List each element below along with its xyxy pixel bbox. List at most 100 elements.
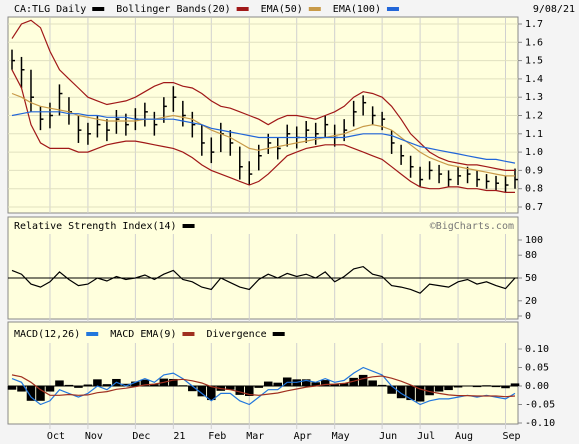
y-tick-label: 100 [525,235,543,246]
divergence-bar [377,384,387,386]
y-tick-label: 1.6 [525,37,543,48]
divergence-bar [358,374,368,386]
bollinger-lower [11,69,515,193]
bollinger-upper [11,19,515,171]
divergence-bar [169,378,178,386]
series-line [11,374,516,398]
legend-swatch [272,332,285,336]
divergence-bar [396,386,406,399]
divergence-bar [83,384,93,386]
legend-swatch [182,332,195,336]
rsi-panel [7,216,519,320]
divergence-bar [55,380,64,386]
divergence-bar [131,381,140,386]
divergence-bar [482,385,491,386]
x-tick-label: Dec [132,431,150,442]
series-line [11,111,516,164]
y-tick-label: 0.7 [525,202,543,213]
divergence-bar [121,383,131,386]
y-tick-label: 1.7 [525,19,543,30]
legend-swatch [182,224,195,228]
divergence-bar [273,382,283,386]
x-tick-label: May [332,431,350,442]
divergence-bar [415,386,425,402]
x-tick-label: Mar [246,431,264,442]
x-tick-label: Apr [294,431,312,442]
y-tick-label: -0.10 [525,418,555,429]
legend-label: CA:TLG Daily [14,4,86,15]
y-tick-label: 1.0 [525,147,543,158]
series-line [11,366,516,406]
x-tick-label: Jun [379,431,397,442]
y-tick-label: 50 [525,273,537,284]
divergence-bar [453,386,463,388]
watermark: ©BigCharts.com [430,221,514,232]
x-tick-label: Oct [47,431,65,442]
legend-swatch [92,7,105,11]
divergence-bar [444,386,453,391]
divergence-bar [197,386,207,397]
divergence-bar [178,385,188,386]
divergence-bar [188,386,197,392]
divergence-bar [235,386,245,395]
y-tick-label: 0.00 [525,381,549,392]
legend-label: Relative Strength Index(14) [14,221,177,232]
legend-swatch [386,7,399,11]
y-tick-label: 80 [525,250,537,261]
x-tick-label: Nov [85,431,103,442]
series-line [11,265,516,294]
divergence-bar [74,386,83,388]
divergence-bar [301,379,311,386]
divergence-bar [254,386,264,388]
x-tick-label: 21 [173,431,185,442]
divergence-bar [207,386,216,401]
divergence-bar [311,382,320,386]
divergence-bar [17,386,26,392]
legend-label: MACD(12,26) [14,329,80,340]
divergence-bar [93,379,102,386]
legend-swatch [86,332,99,336]
y-tick-label: 20 [525,296,537,307]
divergence-bar [349,377,358,386]
divergence-bar [226,386,235,390]
divergence-bar [472,386,482,388]
legend-label: Bollinger Bands(20) [116,4,230,15]
divergence-bar [36,386,45,401]
legend-swatch [308,7,321,11]
series-line [11,92,515,177]
divergence-bar [102,384,112,386]
y-tick-label: 1.2 [525,111,543,122]
y-tick-label: 1.3 [525,92,543,103]
divergence-bar [140,379,150,386]
x-tick-label: Feb [208,431,226,442]
divergence-bar [339,383,349,386]
divergence-bar [330,384,339,386]
y-tick-label: 1.4 [525,74,543,85]
y-tick-label: 0.8 [525,184,543,195]
divergence-bar [320,380,330,386]
divergence-bar [7,386,17,390]
y-tick-label: 0.9 [525,165,543,176]
y-tick-label: 0.10 [525,344,549,355]
divergence-bar [45,386,55,392]
divergence-bar [150,384,159,386]
legend-label: MACD EMA(9) [110,329,176,340]
divergence-bar [434,386,444,392]
y-tick-label: -0.05 [525,400,555,411]
divergence-bar [501,386,510,389]
divergence-bar [510,383,520,386]
y-tick-label: 0 [525,311,531,322]
y-tick-label: 0.05 [525,363,549,374]
divergence-bar [425,386,434,396]
legend-label: EMA(100) [333,4,381,15]
legend-swatch [236,7,249,11]
divergence-bar [368,380,377,386]
divergence-bar [64,384,74,386]
divergence-bar [244,386,254,396]
date: 9/08/21 [533,4,575,15]
x-tick-label: Aug [455,431,473,442]
legend-label: Divergence [206,329,266,340]
divergence-bar [406,386,415,401]
x-tick-label: Jul [417,431,435,442]
